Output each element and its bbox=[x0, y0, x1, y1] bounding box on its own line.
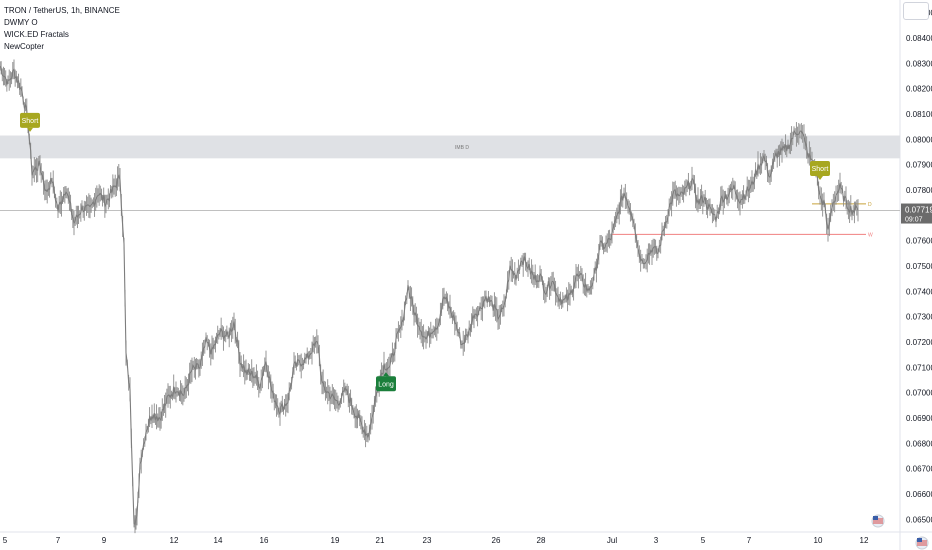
x-tick-label: 7 bbox=[56, 536, 61, 545]
last-price-value: 0.07719 bbox=[905, 206, 932, 215]
flag-us-icon[interactable] bbox=[915, 536, 929, 550]
symbol-title[interactable]: TRON / TetherUS, 1h, BINANCE bbox=[4, 6, 120, 15]
x-tick-label: 19 bbox=[331, 536, 340, 545]
x-tick-label: 12 bbox=[860, 536, 869, 545]
x-tick-label: 9 bbox=[102, 536, 107, 545]
x-tick-label: 28 bbox=[537, 536, 546, 545]
x-tick-label: 3 bbox=[654, 536, 659, 545]
marker-pointer bbox=[817, 175, 823, 180]
menu-button[interactable] bbox=[903, 2, 929, 20]
marker-label: Short bbox=[22, 118, 39, 125]
imbalance-zone bbox=[0, 135, 900, 159]
x-tick-label: 12 bbox=[170, 536, 179, 545]
flag-us-icon[interactable] bbox=[871, 514, 885, 528]
short-signal-marker[interactable]: Short bbox=[20, 112, 40, 132]
short-signal-marker[interactable]: Short bbox=[810, 160, 830, 180]
flag-canton bbox=[917, 538, 922, 542]
indicator-dwmy[interactable]: DWMY O bbox=[4, 18, 38, 27]
x-tick-label: 16 bbox=[260, 536, 269, 545]
x-tick-label: 7 bbox=[747, 536, 752, 545]
marker-pointer bbox=[383, 372, 389, 377]
price-series-line bbox=[0, 65, 859, 526]
x-tick-label: 5 bbox=[3, 536, 8, 545]
marker-pointer bbox=[27, 127, 33, 132]
chart-legend: TRON / TetherUS, 1h, BINANCE DWMY O WICK… bbox=[4, 5, 120, 53]
daily-open-label: D bbox=[868, 202, 872, 208]
x-tick-label: Jul bbox=[607, 536, 617, 545]
marker-box bbox=[20, 112, 40, 128]
marker-label: Short bbox=[812, 166, 829, 173]
indicator-newcopter[interactable]: NewCopter bbox=[4, 42, 45, 51]
bar-countdown: 09:07 bbox=[905, 217, 923, 224]
marker-label: Long bbox=[378, 381, 394, 388]
y-tick-label: 0.06500 bbox=[906, 515, 932, 524]
indicator-wicked-fractals[interactable]: WICK.ED Fractals bbox=[4, 30, 69, 39]
marker-box bbox=[376, 376, 396, 392]
flag-canton bbox=[873, 516, 878, 520]
x-tick-label: 26 bbox=[492, 536, 501, 545]
last-price-badge bbox=[901, 203, 932, 224]
x-tick-label: 10 bbox=[814, 536, 823, 545]
marker-box bbox=[810, 160, 830, 176]
x-tick-label: 14 bbox=[214, 536, 223, 545]
x-tick-label: 5 bbox=[701, 536, 706, 545]
zone-label: IMB D bbox=[455, 145, 469, 151]
long-signal-marker[interactable]: Long bbox=[376, 372, 396, 392]
x-tick-label: 23 bbox=[423, 536, 432, 545]
x-tick-label: 21 bbox=[376, 536, 385, 545]
weekly-open-label: W bbox=[868, 232, 873, 238]
